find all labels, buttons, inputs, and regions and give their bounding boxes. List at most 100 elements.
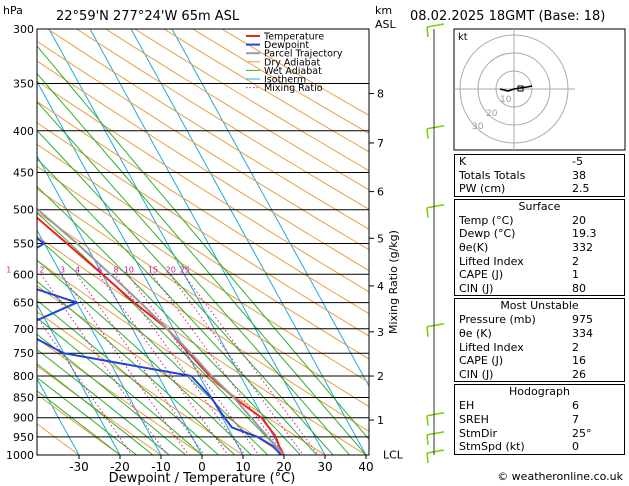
- mixing-ratio-label: 2: [39, 265, 44, 274]
- surface-row: Dewp (°C) 19.3: [455, 227, 624, 241]
- row-label: CIN (J): [459, 281, 494, 295]
- index-row: Totals Totals 38: [455, 169, 625, 183]
- mu-row: CAPE (J) 16: [455, 354, 624, 368]
- x-tick-label: 0: [198, 460, 206, 474]
- wind-barb: [426, 431, 445, 436]
- row-label: Dewp (°C): [459, 227, 516, 241]
- dry-adiabat-line: [37, 40, 369, 251]
- wind-barb: [426, 323, 445, 328]
- x-tick-label: 30: [317, 460, 332, 474]
- x-tick-label: -30: [69, 460, 89, 474]
- wind-barbs: [426, 23, 445, 464]
- hodograph-trace: [499, 85, 533, 92]
- hodo-row: SREH 7: [455, 413, 624, 427]
- row-label: StmDir: [459, 426, 498, 440]
- temperature-tick-labels: -30 -20 -10 0 10 20 30 40: [69, 455, 374, 474]
- legend-label: Wet Adiabat: [264, 66, 322, 77]
- wind-barb-tail: [426, 26, 429, 38]
- index-label: PW (cm): [459, 182, 506, 196]
- pressure-tick-label: 350: [13, 78, 34, 91]
- mixing-ratio-label: 1: [6, 265, 11, 274]
- km-tick-label: 6: [377, 186, 384, 199]
- dry-adiabat-line: [37, 311, 244, 455]
- plot-frame: [36, 28, 370, 456]
- row-label: CAPE (J): [459, 354, 504, 368]
- profile-traces: [37, 207, 285, 455]
- pressure-tick-label: 800: [13, 370, 34, 383]
- index-value: 2.5: [572, 182, 590, 196]
- pressure-tick-label: 550: [13, 237, 34, 250]
- legend-label: Isotherm: [264, 75, 306, 86]
- hodograph-ring-label: 20: [486, 109, 498, 119]
- dry-adiabat-line: [162, 29, 369, 153]
- wind-barb-tail: [426, 415, 429, 426]
- wind-barb: [426, 125, 445, 130]
- most-unstable-title: Most Unstable: [500, 299, 579, 313]
- unit-hpa-label: hPa: [3, 4, 23, 17]
- isotherm-line: [89, 29, 326, 455]
- legend-label: Dry Adiabat: [264, 57, 321, 68]
- pressure-tick-label: 850: [13, 391, 34, 404]
- wind-barb: [426, 411, 445, 417]
- x-tick-label: 10: [235, 460, 250, 474]
- wind-barb-tail: [426, 452, 429, 464]
- mixing-ratio-line: [40, 274, 168, 455]
- row-value: 334: [572, 326, 593, 340]
- mixing-ratio-line: [183, 274, 319, 455]
- dry-adiabat-line: [37, 165, 369, 384]
- row-label: CIN (J): [459, 367, 494, 381]
- pressure-tick-label: 450: [13, 166, 34, 179]
- mixing-ratio-line: [151, 274, 286, 455]
- pressure-tick-label: 950: [13, 431, 34, 444]
- mixing-ratio-line: [61, 274, 190, 455]
- mu-row: Pressure (mb) 975: [455, 313, 624, 327]
- dry-adiabat-line: [37, 211, 369, 433]
- row-label: StmSpd (kt): [459, 440, 525, 454]
- km-tick-label: 3: [377, 326, 384, 339]
- dry-adiabat-line: [37, 337, 203, 455]
- wet-adiabat-line: [37, 45, 369, 441]
- dry-adiabat-line: [37, 393, 121, 455]
- surface-section: Surface Temp (°C) 20 Dewp (°C) 19.3 θe(K) 3…: [454, 198, 625, 297]
- wet-adiabat-line: [37, 280, 236, 455]
- hodo-row: StmDir 25°: [455, 427, 624, 441]
- index-row: PW (cm) 2.5: [455, 182, 625, 196]
- index-label: Totals Totals: [459, 168, 526, 182]
- dry-adiabat-line: [37, 80, 369, 293]
- hodo-row: StmSpd (kt) 0: [455, 440, 624, 454]
- dry-adiabat-line: [37, 259, 326, 455]
- hodograph-section: Hodograph EH 6 SREH 7 StmDir 25° StmSpd (kt…: [454, 384, 625, 455]
- pressure-tick-label: 900: [13, 412, 34, 425]
- indices-panel: K -5 Totals Totals 38 PW (cm) 2.5 Surface T…: [454, 154, 625, 455]
- row-label: Lifted Index: [459, 254, 524, 268]
- unit-km-label: km: [375, 4, 392, 17]
- wet-adiabat-line: [37, 129, 334, 455]
- wet-adiabat-line: [37, 348, 170, 455]
- isotherm-line: [37, 377, 80, 455]
- background-lines: [37, 29, 369, 455]
- row-label: Lifted Index: [459, 340, 524, 354]
- row-value: 332: [572, 240, 593, 254]
- copyright-footer: © weatheronline.co.uk: [497, 470, 623, 483]
- row-label: SREH: [459, 412, 489, 426]
- pressure-tick-label: 750: [13, 347, 34, 360]
- most-unstable-section: Most Unstable Pressure (mb) 975 θe (K) 334…: [454, 298, 625, 383]
- hodograph-ring-label: 30: [472, 122, 484, 132]
- row-value: 19.3: [572, 227, 597, 241]
- x-tick-label: -10: [151, 460, 171, 474]
- pressure-tick-label: 300: [13, 23, 34, 36]
- mixing-ratio-label: 3: [60, 265, 65, 274]
- row-value: 6: [572, 399, 579, 413]
- row-value: 80: [572, 281, 586, 295]
- wet-adiabat-line: [37, 236, 269, 455]
- x-tick-label: -20: [110, 460, 130, 474]
- km-tick-label: 8: [377, 88, 384, 101]
- mixing-ratio-line: [98, 274, 229, 455]
- wet-adiabat-line: [37, 363, 154, 455]
- index-row: K -5: [455, 155, 625, 169]
- dry-adiabat-line: [37, 60, 369, 272]
- stability-indices: K -5 Totals Totals 38 PW (cm) 2.5: [454, 154, 625, 197]
- x-tick-label: 40: [358, 460, 373, 474]
